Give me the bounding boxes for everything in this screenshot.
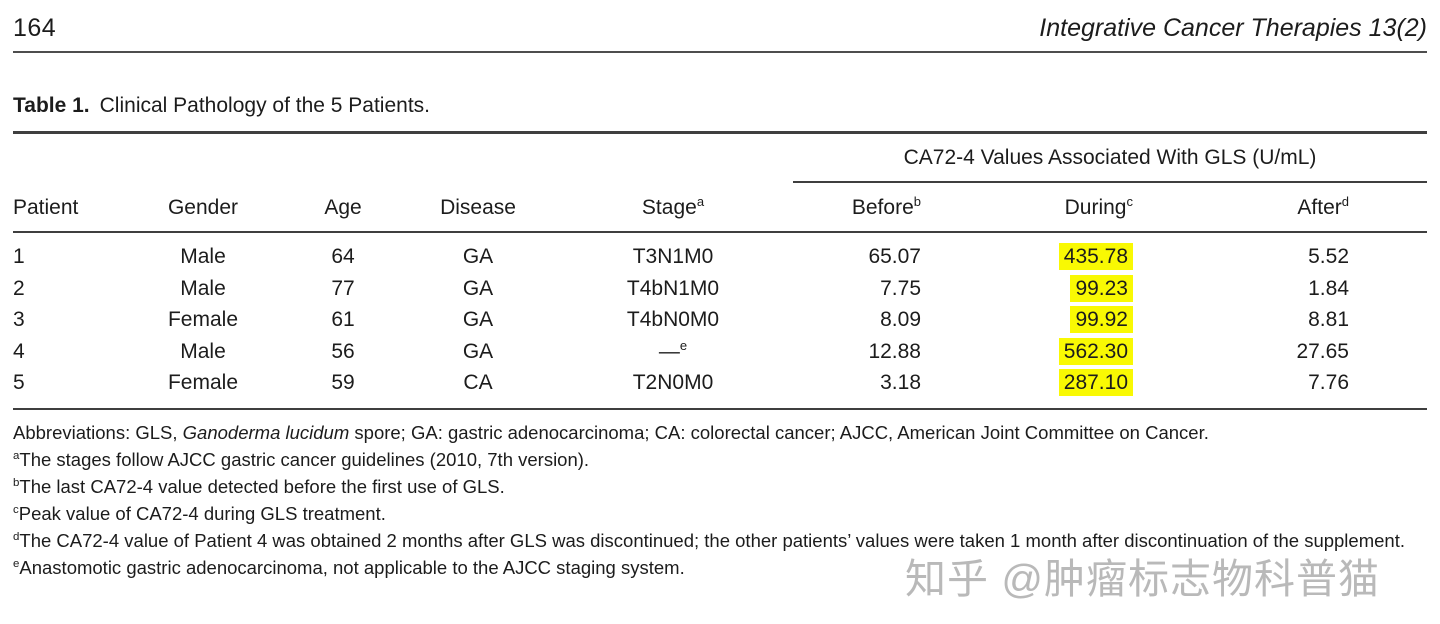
table-footnotes: Abbreviations: GLS, Ganoderma lucidum sp… bbox=[13, 419, 1427, 581]
cell-patient: 5 bbox=[13, 371, 25, 394]
column-header-after: Afterd bbox=[1297, 194, 1349, 219]
table-header-row: Patient Gender Age Disease Stagea Before… bbox=[13, 183, 1427, 233]
cell-during: 435.78 bbox=[929, 241, 1139, 273]
column-header-during: Duringc bbox=[1064, 194, 1133, 219]
cell-disease: GA bbox=[462, 308, 494, 331]
table-row: 4 Male 56 GA —e 12.88 562.30 27.65 bbox=[13, 336, 1427, 368]
cell-after: 27.65 bbox=[1296, 339, 1349, 363]
cell-stage: T3N1M0 bbox=[632, 245, 714, 268]
table-row: 3 Female 61 GA T4bN0M0 8.09 99.92 8.81 bbox=[13, 304, 1427, 336]
cell-gender: Female bbox=[167, 308, 239, 331]
cell-after: 8.81 bbox=[1308, 308, 1349, 331]
table-row: 5 Female 59 CA T2N0M0 3.18 287.10 7.76 bbox=[13, 367, 1427, 399]
cell-during: 287.10 bbox=[929, 367, 1139, 399]
cell-age: 61 bbox=[331, 308, 355, 331]
journal-title: Integrative Cancer Therapies 13(2) bbox=[1039, 14, 1427, 42]
highlighted-value: 99.92 bbox=[1070, 306, 1133, 333]
cell-patient: 2 bbox=[13, 276, 25, 300]
clinical-pathology-table: CA72-4 Values Associated With GLS (U/mL)… bbox=[13, 131, 1427, 410]
cell-age: 59 bbox=[331, 371, 355, 394]
table-row: 1 Male 64 GA T3N1M0 65.07 435.78 5.52 bbox=[13, 241, 1427, 273]
cell-gender: Male bbox=[180, 339, 226, 363]
footnote-e: eAnastomotic gastric adenocarcinoma, not… bbox=[13, 556, 685, 578]
cell-gender: Male bbox=[180, 276, 226, 300]
cell-during: 562.30 bbox=[929, 336, 1139, 368]
cell-after: 7.76 bbox=[1308, 371, 1349, 394]
cell-before: 7.75 bbox=[880, 276, 921, 300]
journal-page: 164 Integrative Cancer Therapies 13(2) T… bbox=[13, 0, 1427, 581]
cell-stage: —e bbox=[658, 337, 688, 363]
running-head: 164 Integrative Cancer Therapies 13(2) bbox=[13, 0, 1427, 53]
page-number: 164 bbox=[13, 14, 57, 42]
cell-stage: T4bN1M0 bbox=[626, 276, 720, 300]
table-caption-label: Table 1. bbox=[13, 94, 90, 117]
column-header-stage: Stagea bbox=[641, 194, 705, 219]
footnote-d: dThe CA72-4 value of Patient 4 was obtai… bbox=[13, 529, 1405, 551]
table-caption-text: Clinical Pathology of the 5 Patients. bbox=[99, 94, 431, 117]
cell-after: 5.52 bbox=[1308, 245, 1349, 268]
cell-before: 65.07 bbox=[868, 245, 921, 268]
column-header-gender: Gender bbox=[167, 196, 239, 219]
cell-before: 8.09 bbox=[880, 308, 921, 331]
highlighted-value: 287.10 bbox=[1058, 369, 1133, 396]
table-body: 1 Male 64 GA T3N1M0 65.07 435.78 5.52 2 … bbox=[13, 233, 1427, 408]
cell-patient: 3 bbox=[13, 308, 25, 331]
cell-stage: T2N0M0 bbox=[632, 371, 714, 394]
cell-before: 3.18 bbox=[880, 371, 921, 394]
cell-stage: T4bN0M0 bbox=[626, 308, 720, 331]
cell-after: 1.84 bbox=[1308, 276, 1349, 300]
cell-disease: CA bbox=[463, 371, 493, 394]
column-header-age: Age bbox=[324, 196, 362, 219]
table-caption: Table 1. Clinical Pathology of the 5 Pati… bbox=[13, 94, 1427, 118]
cell-age: 77 bbox=[331, 276, 355, 300]
cell-patient: 1 bbox=[13, 245, 25, 268]
cell-gender: Male bbox=[180, 245, 226, 268]
cell-patient: 4 bbox=[13, 339, 25, 363]
species-name: Ganoderma lucidum bbox=[182, 421, 350, 443]
cell-during: 99.23 bbox=[929, 273, 1139, 305]
cell-before: 12.88 bbox=[868, 339, 921, 363]
footnote-c: cPeak value of CA72-4 during GLS treatme… bbox=[13, 502, 386, 524]
cell-disease: GA bbox=[462, 245, 494, 268]
highlighted-value: 435.78 bbox=[1058, 243, 1133, 270]
cell-during: 99.92 bbox=[929, 304, 1139, 336]
table-span-header: CA72-4 Values Associated With GLS (U/mL) bbox=[793, 134, 1427, 183]
footnote-a: aThe stages follow AJCC gastric cancer g… bbox=[13, 448, 590, 470]
cell-disease: GA bbox=[462, 339, 494, 363]
highlighted-value: 562.30 bbox=[1058, 337, 1133, 365]
cell-disease: GA bbox=[462, 276, 494, 300]
cell-age: 64 bbox=[331, 245, 355, 268]
table-row: 2 Male 77 GA T4bN1M0 7.75 99.23 1.84 bbox=[13, 273, 1427, 305]
cell-gender: Female bbox=[167, 371, 239, 394]
column-header-patient: Patient bbox=[13, 196, 79, 219]
footnote-abbreviations: Abbreviations: GLS, Ganoderma lucidum sp… bbox=[13, 421, 1209, 443]
column-header-disease: Disease bbox=[440, 196, 516, 219]
footnote-b: bThe last CA72-4 value detected before t… bbox=[13, 475, 505, 497]
column-header-before: Beforeb bbox=[851, 194, 921, 219]
highlighted-value: 99.23 bbox=[1070, 274, 1133, 302]
cell-age: 56 bbox=[331, 339, 355, 363]
